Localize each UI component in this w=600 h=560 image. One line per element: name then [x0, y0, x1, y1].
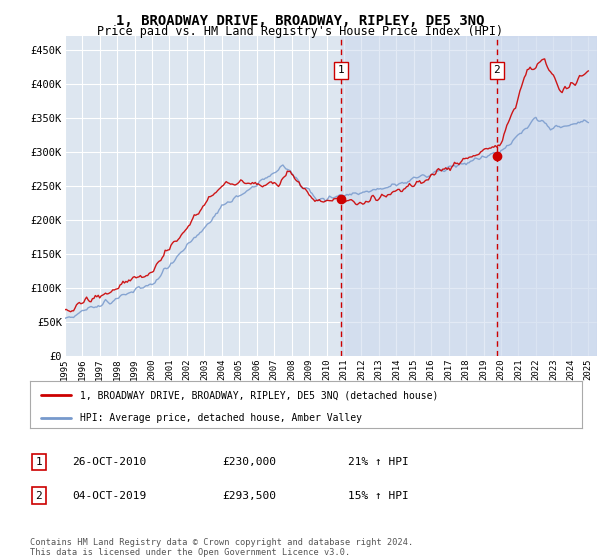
Text: 15% ↑ HPI: 15% ↑ HPI [348, 491, 409, 501]
Bar [341, 36, 597, 356]
Text: 26-OCT-2010: 26-OCT-2010 [72, 457, 146, 467]
Text: 1: 1 [35, 457, 43, 467]
Text: 2: 2 [35, 491, 43, 501]
Text: Contains HM Land Registry data © Crown copyright and database right 2024.
This d: Contains HM Land Registry data © Crown c… [30, 538, 413, 557]
Text: 2: 2 [493, 66, 500, 76]
Text: 21% ↑ HPI: 21% ↑ HPI [348, 457, 409, 467]
Text: 1: 1 [337, 66, 344, 76]
Bar [497, 36, 597, 356]
Text: Price paid vs. HM Land Registry's House Price Index (HPI): Price paid vs. HM Land Registry's House … [97, 25, 503, 38]
Text: £293,500: £293,500 [222, 491, 276, 501]
Text: 1, BROADWAY DRIVE, BROADWAY, RIPLEY, DE5 3NQ: 1, BROADWAY DRIVE, BROADWAY, RIPLEY, DE5… [116, 14, 484, 28]
Text: 04-OCT-2019: 04-OCT-2019 [72, 491, 146, 501]
Text: HPI: Average price, detached house, Amber Valley: HPI: Average price, detached house, Ambe… [80, 413, 362, 423]
Text: 1, BROADWAY DRIVE, BROADWAY, RIPLEY, DE5 3NQ (detached house): 1, BROADWAY DRIVE, BROADWAY, RIPLEY, DE5… [80, 390, 438, 400]
Text: £230,000: £230,000 [222, 457, 276, 467]
